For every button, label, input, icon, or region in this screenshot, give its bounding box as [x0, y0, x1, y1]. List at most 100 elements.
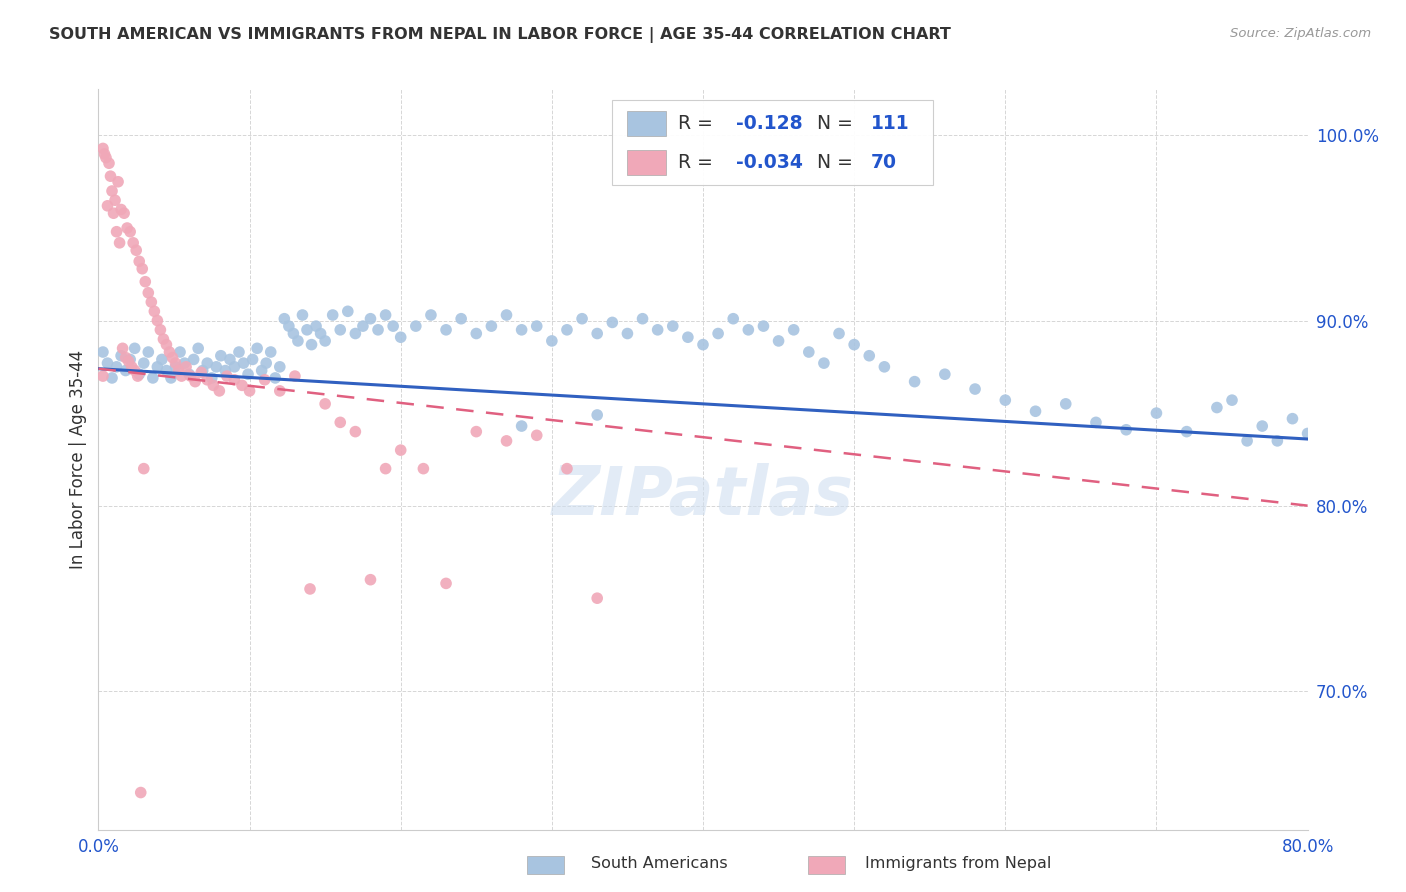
Point — [723, 311, 745, 326]
Point — [239, 384, 262, 398]
Point — [110, 202, 132, 217]
Point — [555, 461, 578, 475]
Text: ZIPatlas: ZIPatlas — [553, 464, 853, 529]
Point — [1144, 406, 1167, 420]
Point — [352, 319, 374, 334]
Point — [183, 352, 205, 367]
Point — [273, 311, 295, 326]
Point — [405, 319, 427, 334]
Point — [284, 369, 307, 384]
Point — [107, 175, 129, 189]
Point — [301, 337, 323, 351]
Point — [136, 285, 159, 300]
Point — [692, 337, 714, 351]
Point — [571, 311, 593, 326]
Point — [122, 235, 145, 250]
Point — [165, 359, 187, 374]
Point — [167, 363, 190, 377]
Point — [586, 408, 609, 422]
Point — [246, 341, 269, 355]
Point — [1281, 411, 1303, 425]
Point — [169, 345, 191, 359]
Point — [329, 416, 352, 430]
Point — [813, 356, 835, 370]
Point — [295, 323, 318, 337]
Point — [336, 304, 359, 318]
Point — [1267, 434, 1289, 448]
Point — [412, 461, 434, 475]
Point — [344, 425, 367, 439]
Bar — [627, 150, 665, 175]
Point — [858, 349, 880, 363]
Point — [231, 378, 253, 392]
Point — [994, 393, 1017, 408]
Point — [495, 308, 517, 322]
Point — [360, 573, 382, 587]
Point — [101, 371, 124, 385]
Point — [828, 326, 851, 341]
Point — [103, 206, 125, 220]
Point — [434, 576, 457, 591]
Point — [309, 326, 332, 341]
Point — [105, 225, 128, 239]
Point — [124, 341, 146, 355]
Text: South Americans: South Americans — [591, 856, 727, 871]
Point — [131, 261, 153, 276]
Point — [277, 319, 299, 334]
Point — [209, 349, 232, 363]
Point — [134, 275, 156, 289]
Point — [128, 254, 150, 268]
Point — [329, 323, 352, 337]
Point — [105, 359, 128, 374]
Point — [159, 345, 181, 359]
Point — [214, 363, 236, 377]
Point — [146, 359, 169, 374]
Point — [389, 330, 412, 344]
Point — [661, 319, 683, 334]
Point — [232, 356, 254, 370]
Point — [208, 384, 231, 398]
Point — [180, 369, 202, 384]
Point — [195, 356, 218, 370]
Point — [224, 373, 246, 387]
Point — [768, 334, 790, 348]
Point — [420, 308, 443, 322]
Point — [111, 341, 134, 355]
Point — [1296, 426, 1319, 441]
Point — [173, 356, 195, 370]
Point — [205, 359, 228, 374]
Point — [118, 354, 141, 368]
Text: 111: 111 — [872, 114, 910, 133]
Text: Source: ZipAtlas.com: Source: ZipAtlas.com — [1230, 27, 1371, 40]
Point — [170, 369, 193, 384]
Point — [215, 369, 238, 384]
Point — [1175, 425, 1198, 439]
Point — [250, 363, 273, 377]
Point — [128, 368, 150, 382]
Point — [93, 147, 115, 161]
Point — [219, 352, 242, 367]
Point — [98, 156, 121, 170]
Y-axis label: In Labor Force | Age 35-44: In Labor Force | Age 35-44 — [69, 350, 87, 569]
Text: R =: R = — [678, 114, 718, 133]
Point — [264, 371, 287, 385]
Point — [108, 235, 131, 250]
Point — [155, 363, 177, 377]
Point — [115, 221, 138, 235]
Point — [141, 295, 163, 310]
Point — [1024, 404, 1046, 418]
Point — [526, 319, 548, 334]
Point — [1054, 397, 1077, 411]
FancyBboxPatch shape — [613, 100, 932, 186]
Text: 70: 70 — [872, 153, 897, 172]
Point — [120, 225, 142, 239]
Point — [114, 351, 136, 365]
Text: SOUTH AMERICAN VS IMMIGRANTS FROM NEPAL IN LABOR FORCE | AGE 35-44 CORRELATION C: SOUTH AMERICAN VS IMMIGRANTS FROM NEPAL … — [49, 27, 950, 43]
Point — [143, 304, 166, 318]
Point — [91, 141, 114, 155]
Point — [269, 359, 291, 374]
Point — [1220, 393, 1243, 408]
Point — [586, 326, 609, 341]
Point — [783, 323, 806, 337]
Point — [1115, 423, 1137, 437]
